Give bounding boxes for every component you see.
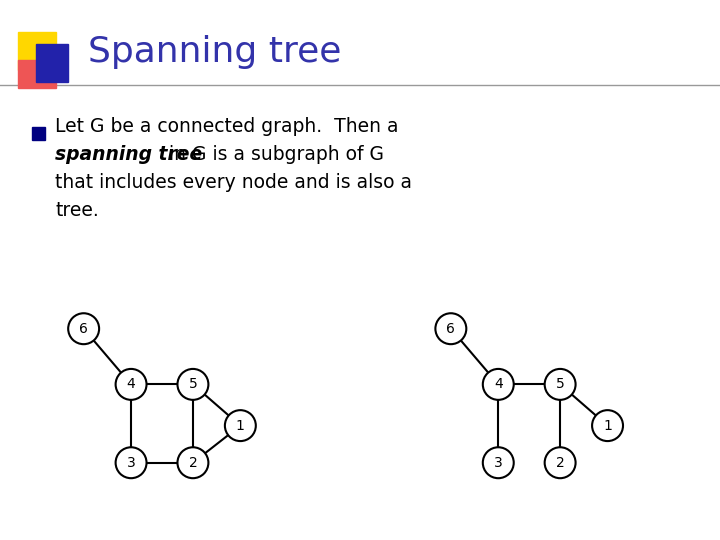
Text: 1: 1: [236, 418, 245, 433]
Text: 4: 4: [127, 377, 135, 392]
Text: 6: 6: [446, 322, 455, 336]
Text: 5: 5: [556, 377, 564, 392]
Circle shape: [592, 410, 623, 441]
Text: 3: 3: [494, 456, 503, 470]
Text: 2: 2: [556, 456, 564, 470]
Circle shape: [68, 313, 99, 344]
Bar: [32, 127, 45, 140]
Text: Let G be a connected graph.  Then a: Let G be a connected graph. Then a: [55, 118, 398, 137]
Text: tree.: tree.: [55, 201, 99, 220]
Circle shape: [483, 369, 514, 400]
Circle shape: [177, 447, 208, 478]
Text: 1: 1: [603, 418, 612, 433]
Circle shape: [436, 313, 467, 344]
Bar: [36, 44, 68, 82]
Circle shape: [544, 447, 575, 478]
Text: in G is a subgraph of G: in G is a subgraph of G: [163, 145, 384, 165]
Text: 5: 5: [189, 377, 197, 392]
Circle shape: [177, 369, 208, 400]
Text: 4: 4: [494, 377, 503, 392]
Circle shape: [116, 447, 147, 478]
Text: spanning tree: spanning tree: [55, 145, 202, 165]
Text: 3: 3: [127, 456, 135, 470]
Bar: [18, 32, 56, 70]
Circle shape: [483, 447, 514, 478]
Text: Spanning tree: Spanning tree: [88, 35, 341, 69]
Circle shape: [544, 369, 575, 400]
Text: that includes every node and is also a: that includes every node and is also a: [55, 173, 412, 192]
Circle shape: [116, 369, 147, 400]
Circle shape: [225, 410, 256, 441]
Bar: [18, 60, 56, 88]
Text: 2: 2: [189, 456, 197, 470]
Text: 6: 6: [79, 322, 88, 336]
